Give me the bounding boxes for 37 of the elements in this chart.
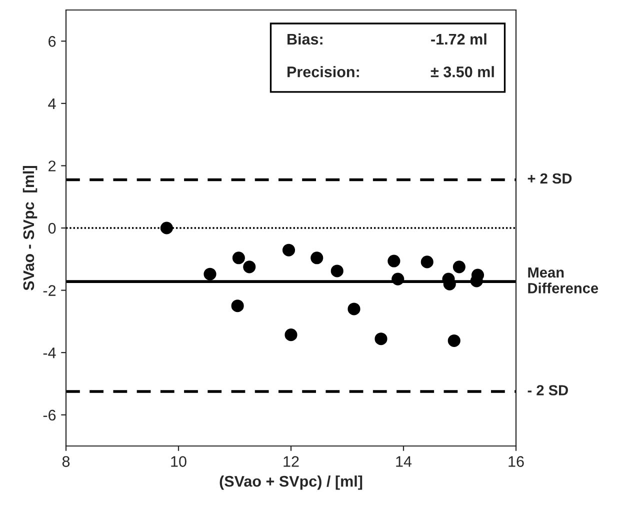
point [348,302,360,316]
point [232,252,245,264]
y-tick-label: -4 [43,348,56,358]
y-tick-label: -2 [43,285,56,296]
annotation: ± 3.50 ml [430,66,494,78]
point [160,222,173,234]
annotation: Precision: [288,66,359,78]
point [310,252,324,264]
point [282,244,296,256]
point [392,272,404,286]
point [374,332,388,346]
point [452,260,466,274]
point [420,256,434,268]
y-tick-label: 0 [48,222,56,234]
y-tick-label: 6 [48,36,56,47]
x-tick-label: 12 [284,456,299,467]
point [388,254,400,268]
point [330,264,344,278]
y-tick-label: 2 [48,160,56,172]
ref-line-label: - 2 SD [528,385,568,396]
y-tick-label: 4 [48,98,56,109]
point [231,300,244,312]
point [204,268,216,280]
x-tick-label: 16 [508,456,524,467]
ref-line-label: + 2 SD [528,173,572,184]
y-axis-title: SVao - SVpc [ml] [22,166,38,290]
x-tick-label: 10 [171,456,186,467]
x-tick-label: 14 [396,456,412,467]
annotation: Bias: [288,33,322,45]
ref-line-label: Mean Difference [528,267,598,294]
y-tick-label: -6 [43,410,56,421]
annotation: -1.72 ml [431,33,486,44]
point [284,328,298,342]
x-tick-label: 8 [62,456,70,467]
x-axis-title: (SVao + SVpc) / [ml] [220,476,362,490]
point [448,334,460,348]
point [243,260,256,274]
